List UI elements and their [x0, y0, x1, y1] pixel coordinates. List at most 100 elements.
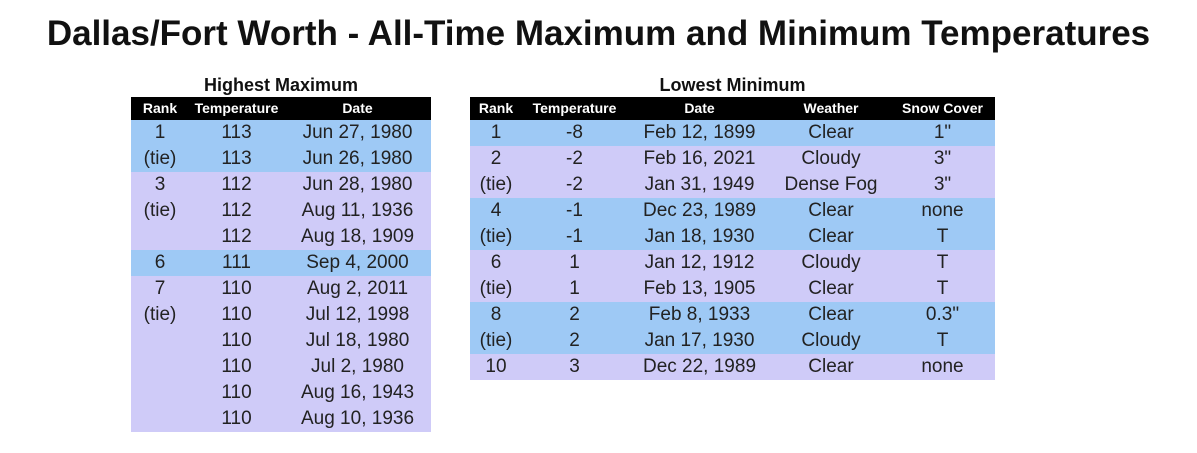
temperature-cell: 113 [189, 146, 284, 172]
tie-label: (tie) [143, 200, 177, 221]
temperature-cell: 2 [522, 328, 627, 354]
date-cell: Jul 18, 1980 [284, 328, 431, 354]
table-row: 2 Jan 17, 1930 Cloudy T [470, 328, 995, 354]
date-cell: Feb 8, 1933 [627, 302, 772, 328]
temperature-cell: -8 [522, 120, 627, 146]
table-row: 2 (tie) -2 Feb 16, 2021 Cloudy 3" [470, 146, 995, 198]
temperature-cell: -2 [522, 146, 627, 172]
temperature-cell: 112 [189, 172, 284, 198]
snow-cover-cell: 3" [890, 146, 995, 172]
temperature-cell: -1 [522, 198, 627, 224]
tie-label: (tie) [479, 278, 513, 299]
date-cell: Dec 22, 1989 [627, 354, 772, 380]
table-row: 112 Aug 18, 1909 [131, 224, 431, 250]
weather-cell: Clear [772, 120, 890, 146]
table-row: -2 Jan 31, 1949 Dense Fog 3" [470, 172, 995, 198]
table-header-row: Rank Temperature Date Weather Snow Cover [470, 97, 995, 120]
table-row: 110 Jul 12, 1998 [131, 302, 431, 328]
date-cell: Aug 18, 1909 [284, 224, 431, 250]
snow-cover-cell: T [890, 250, 995, 276]
snow-cover-cell: none [890, 354, 995, 380]
header-rank: Rank [131, 97, 189, 120]
rank-value: 1 [490, 122, 502, 143]
date-cell: Dec 23, 1989 [627, 198, 772, 224]
rank-cell: 4 (tie) [470, 198, 522, 250]
table-row: 6 111 Sep 4, 2000 [131, 250, 431, 276]
date-cell: Sep 4, 2000 [284, 250, 431, 276]
table-row: 110 Jul 18, 1980 [131, 328, 431, 354]
temperature-cell: 110 [189, 328, 284, 354]
date-cell: Jan 12, 1912 [627, 250, 772, 276]
table-row: 4 (tie) -1 Dec 23, 1989 Clear none [470, 198, 995, 250]
weather-cell: Cloudy [772, 146, 890, 172]
rank-value: 1 [154, 122, 166, 143]
snow-cover-cell: T [890, 224, 995, 250]
weather-cell: Cloudy [772, 250, 890, 276]
temperature-cell: 113 [189, 120, 284, 146]
highest-maximum-title: Highest Maximum [203, 75, 359, 95]
rank-value: 8 [490, 304, 502, 325]
weather-cell: Clear [772, 354, 890, 380]
rank-cell: 7 (tie) [131, 276, 189, 432]
temperature-cell: 112 [189, 198, 284, 224]
table-row: 1 -8 Feb 12, 1899 Clear 1" [470, 120, 995, 146]
header-rank: Rank [470, 97, 522, 120]
weather-cell: Clear [772, 198, 890, 224]
table-row: 113 Jun 26, 1980 [131, 146, 431, 172]
tie-label: (tie) [479, 330, 513, 351]
weather-cell: Clear [772, 276, 890, 302]
table-row: 6 (tie) 1 Jan 12, 1912 Cloudy T [470, 250, 995, 302]
rank-value: 7 [154, 278, 166, 299]
page-title: Dallas/Fort Worth - All-Time Maximum and… [46, 14, 1151, 53]
table-row: 10 3 Dec 22, 1989 Clear none [470, 354, 995, 380]
temperature-cell: 110 [189, 380, 284, 406]
date-cell: Aug 11, 1936 [284, 198, 431, 224]
date-cell: Jun 26, 1980 [284, 146, 431, 172]
header-temperature: Temperature [522, 97, 627, 120]
table-row: 1 Feb 13, 1905 Clear T [470, 276, 995, 302]
header-date: Date [284, 97, 431, 120]
temperature-cell: 1 [522, 250, 627, 276]
table-row: 3 (tie) 112 Jun 28, 1980 [131, 172, 431, 250]
temperature-cell: 110 [189, 302, 284, 328]
temperature-cell: -1 [522, 224, 627, 250]
snow-cover-cell: 3" [890, 172, 995, 198]
date-cell: Feb 12, 1899 [627, 120, 772, 146]
temperature-cell: 1 [522, 276, 627, 302]
date-cell: Jan 18, 1930 [627, 224, 772, 250]
lowest-minimum-table: Rank Temperature Date Weather Snow Cover… [470, 97, 995, 380]
tie-label: (tie) [479, 226, 513, 247]
temperature-cell: 110 [189, 276, 284, 302]
table-row: 1 (tie) 113 Jun 27, 1980 [131, 120, 431, 172]
rank-cell: 1 (tie) [131, 120, 189, 172]
highest-maximum-table: Rank Temperature Date 1 (tie) 113 Jun 27, 1… [131, 97, 431, 432]
table-row: 8 (tie) 2 Feb 8, 1933 Clear 0.3" [470, 302, 995, 354]
date-cell: Jul 2, 1980 [284, 354, 431, 380]
weather-cell: Cloudy [772, 328, 890, 354]
snow-cover-cell: 0.3" [890, 302, 995, 328]
rank-cell: 2 (tie) [470, 146, 522, 198]
rank-cell: 6 [131, 250, 189, 276]
date-cell: Feb 16, 2021 [627, 146, 772, 172]
date-cell: Jan 31, 1949 [627, 172, 772, 198]
table-row: 7 (tie) 110 Aug 2, 2011 [131, 276, 431, 432]
snow-cover-cell: T [890, 328, 995, 354]
table-row: 110 Jul 2, 1980 [131, 354, 431, 380]
temperature-cell: 112 [189, 224, 284, 250]
rank-cell: 10 [470, 354, 522, 380]
rank-value: 3 [154, 174, 166, 195]
date-cell: Jul 12, 1998 [284, 302, 431, 328]
lowest-minimum-section: Lowest Minimum Rank Temperature Date Wea… [470, 74, 995, 380]
date-cell: Aug 16, 1943 [284, 380, 431, 406]
rank-value: 2 [490, 148, 502, 169]
tie-label: (tie) [479, 174, 513, 195]
temperature-cell: -2 [522, 172, 627, 198]
snow-cover-cell: T [890, 276, 995, 302]
weather-cell: Clear [772, 224, 890, 250]
lowest-minimum-title: Lowest Minimum [659, 75, 806, 95]
temperature-cell: 2 [522, 302, 627, 328]
date-cell: Jan 17, 1930 [627, 328, 772, 354]
snow-cover-cell: none [890, 198, 995, 224]
snow-cover-cell: 1" [890, 120, 995, 146]
table-header-row: Rank Temperature Date [131, 97, 431, 120]
